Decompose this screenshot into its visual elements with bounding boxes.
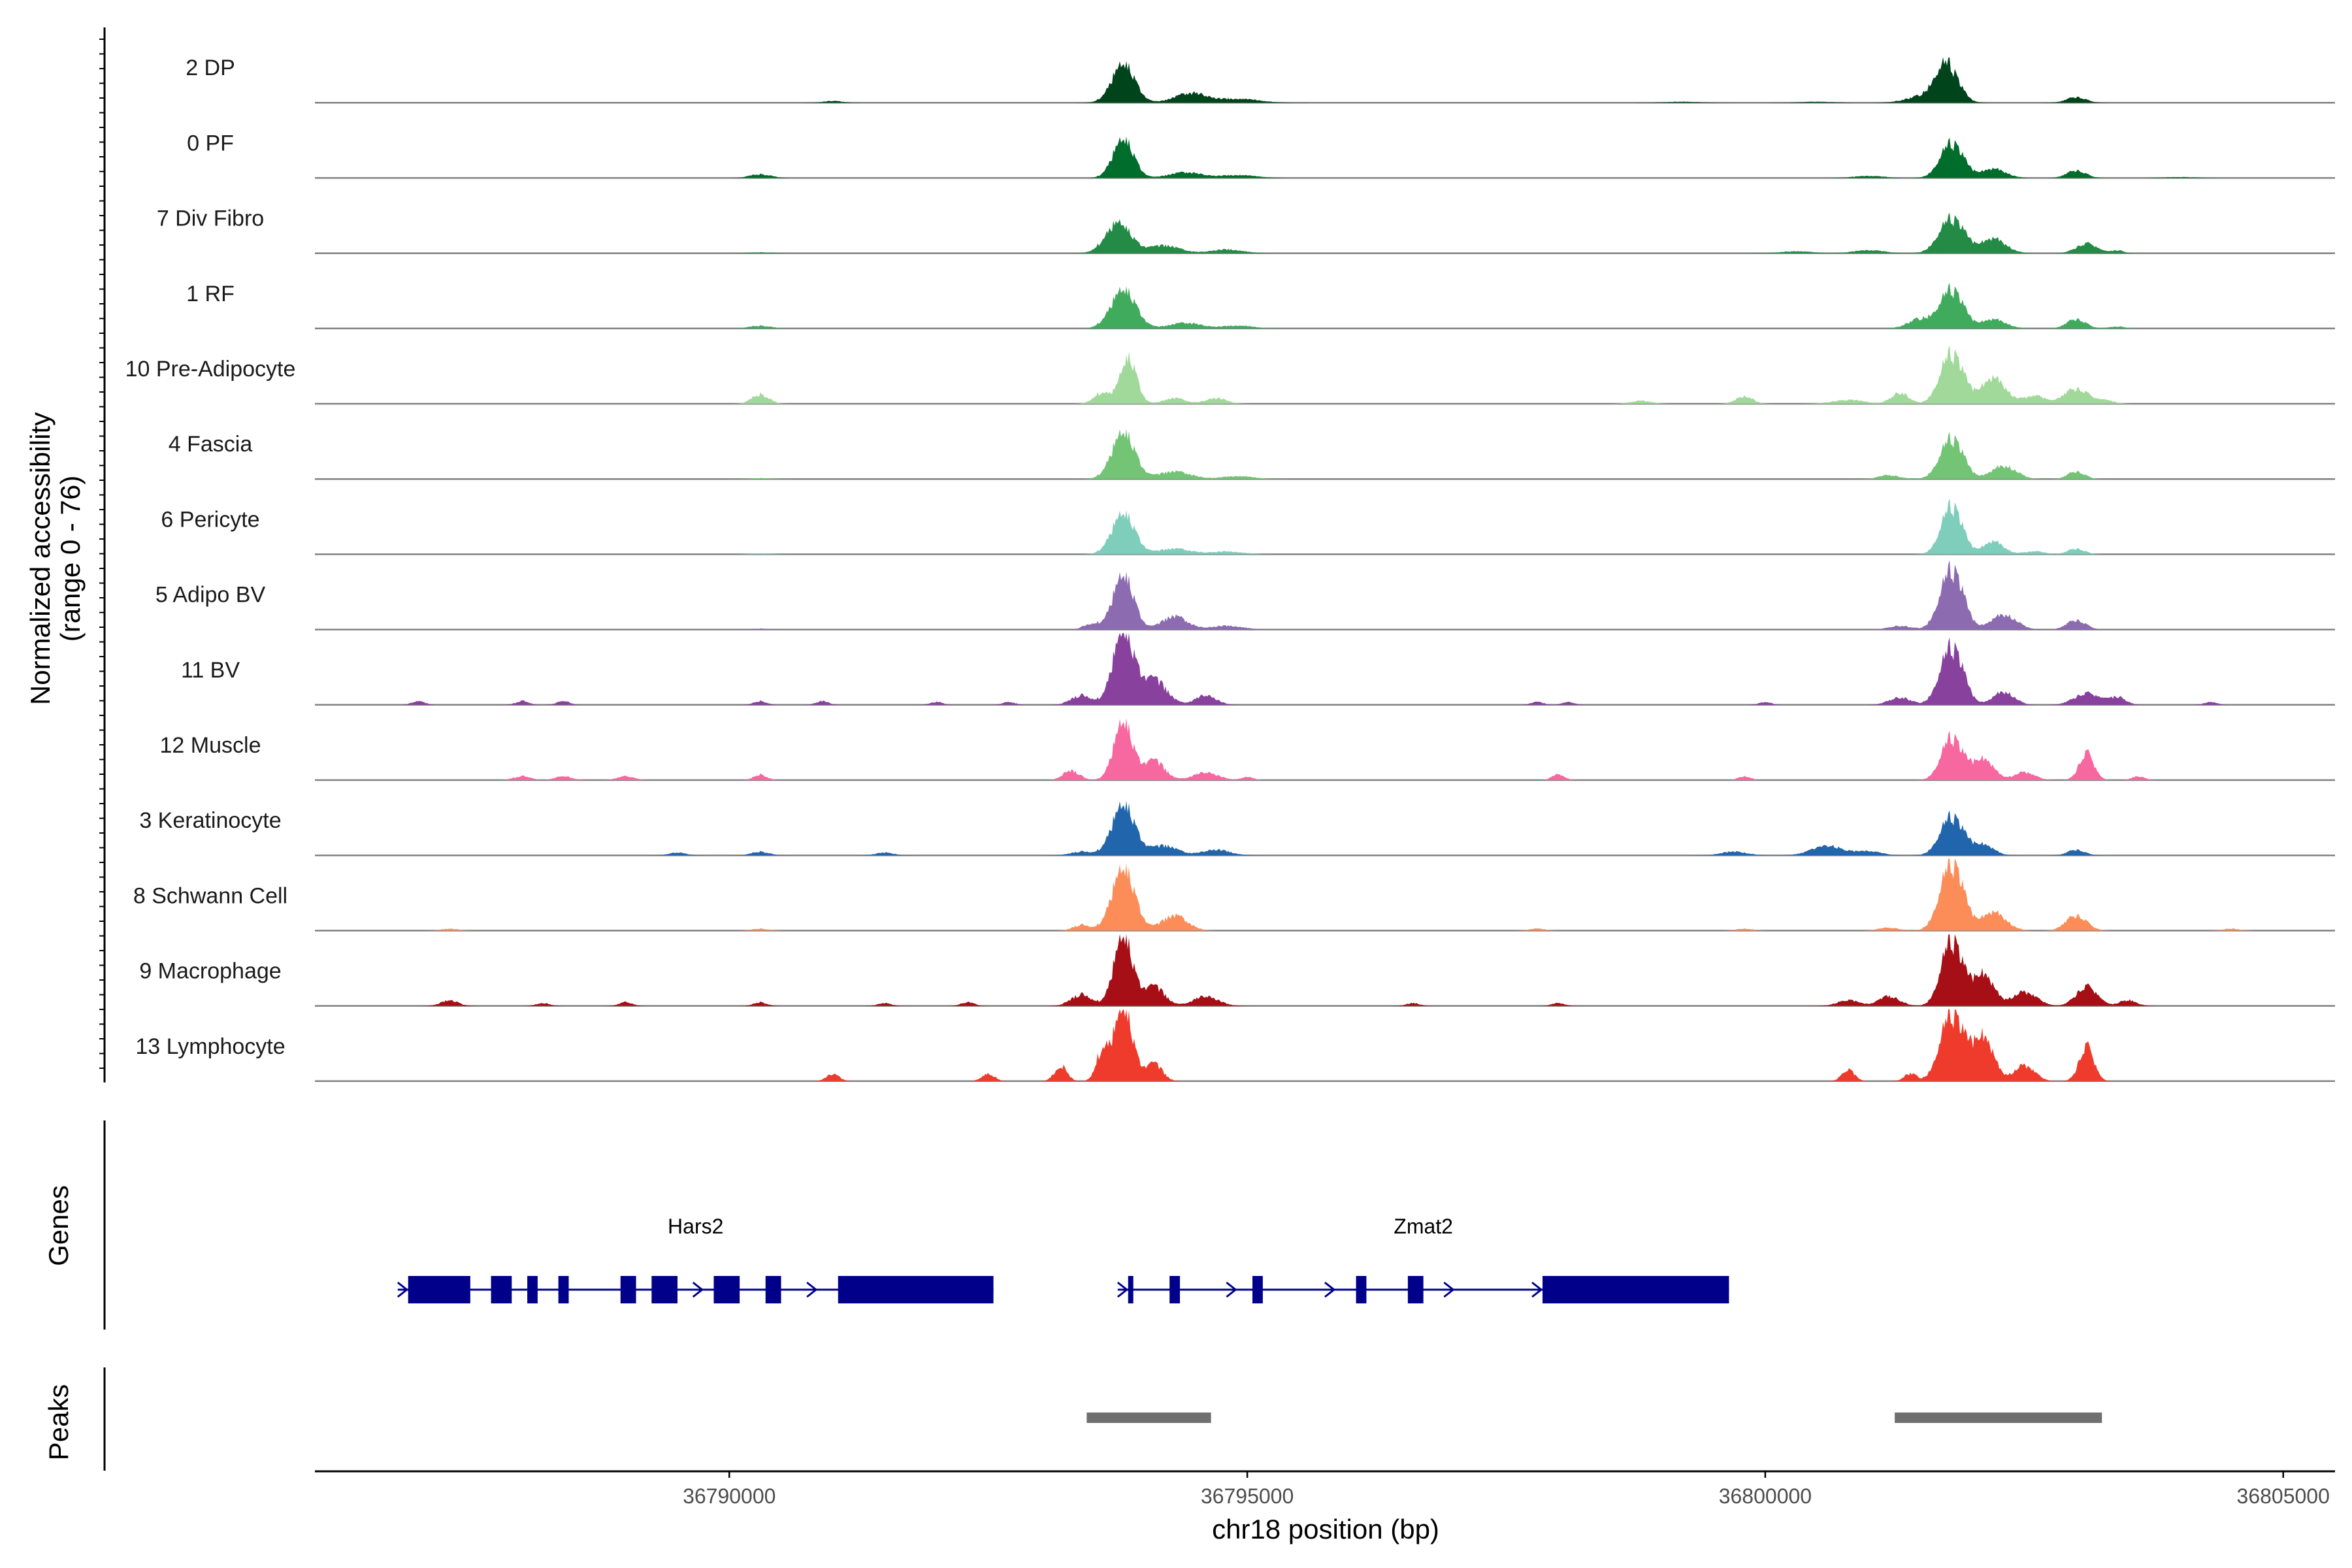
track-2-dp: 2 DP [186, 56, 2335, 104]
track-label: 7 Div Fibro [157, 206, 264, 231]
exon [620, 1276, 636, 1303]
track-label: 8 Schwann Cell [133, 883, 287, 908]
track-4-fascia: 4 Fascia [169, 429, 2335, 480]
coverage-area [315, 282, 2335, 329]
track-3-keratinocyte: 3 Keratinocyte [139, 800, 2335, 857]
track-label: 9 Macrophage [139, 959, 281, 984]
strand-arrow-icon [1324, 1281, 1336, 1298]
track-1-rf: 1 RF [186, 282, 2335, 330]
gene-zmat2: Zmat2 [1117, 1215, 1729, 1303]
exon [651, 1276, 678, 1303]
exon [1407, 1276, 1424, 1303]
exon [1252, 1276, 1263, 1303]
track-8-schwann-cell: 8 Schwann Cell [133, 858, 2335, 932]
strand-arrow-icon [397, 1281, 409, 1298]
track-10-pre-adipocyte: 10 Pre-Adipocyte [125, 345, 2335, 405]
coverage-area [315, 429, 2335, 480]
track-6-pericyte: 6 Pericyte [161, 498, 2335, 555]
gene-hars2: Hars2 [397, 1215, 994, 1303]
track-13-lymphocyte: 13 Lymphocyte [135, 1009, 2335, 1083]
exon [558, 1276, 569, 1303]
strand-arrow-icon [692, 1281, 704, 1298]
coverage-area [315, 498, 2335, 555]
track-12-muscle: 12 Muscle [160, 718, 2335, 781]
track-label: 3 Keratinocyte [139, 808, 281, 833]
exon [765, 1276, 781, 1303]
track-label: 4 Fascia [169, 432, 253, 457]
track-0-pf: 0 PF [187, 131, 2335, 179]
coverage-area [315, 800, 2335, 856]
strand-arrow-icon [1443, 1281, 1455, 1298]
coverage-area [315, 632, 2335, 705]
exon [838, 1276, 994, 1303]
track-5-adipo-bv: 5 Adipo BV [155, 560, 2335, 630]
exon [408, 1276, 470, 1303]
track-label: 13 Lymphocyte [135, 1034, 285, 1059]
exon [1169, 1276, 1181, 1303]
x-tick-label: 36800000 [1719, 1484, 1812, 1508]
peak-region [1895, 1413, 2102, 1423]
coverage-area [315, 136, 2335, 178]
peaks-track-label: Peaks [43, 1384, 74, 1461]
track-label: 12 Muscle [160, 733, 261, 758]
strand-arrow-icon [1117, 1281, 1129, 1298]
strand-arrow-icon [1531, 1281, 1543, 1298]
track-label: 1 RF [186, 282, 235, 306]
x-tick-label: 36790000 [683, 1484, 776, 1508]
coverage-area [315, 718, 2335, 780]
x-tick-label: 36795000 [1201, 1484, 1294, 1508]
x-axis: 36790000 36795000 36800000 36805000 [315, 1470, 2335, 1508]
coverage-area [315, 57, 2335, 103]
y-axis-label: Normalized accessibility [25, 412, 56, 705]
exon [527, 1276, 538, 1303]
gene-label: Zmat2 [1394, 1215, 1453, 1238]
coverage-area [315, 1009, 2335, 1081]
coverage-area [315, 858, 2335, 931]
exon [1542, 1276, 1729, 1303]
gene-label: Hars2 [668, 1215, 723, 1238]
peak-track [1086, 1413, 2102, 1423]
exon [1356, 1276, 1367, 1303]
coverage-tracks: 2 DP 0 PF 7 Div Fibro 1 RF 10 Pre-Adipocyte 4… [125, 56, 2335, 1083]
gene-track: Hars2 Zmat2 [397, 1215, 1729, 1303]
track-label: 5 Adipo BV [155, 583, 266, 608]
track-11-bv: 11 BV [181, 632, 2335, 706]
coverage-area [315, 560, 2335, 630]
exon [713, 1276, 740, 1303]
x-tick-label: 36805000 [2237, 1484, 2330, 1508]
track-label: 0 PF [187, 131, 234, 155]
left-axes [99, 27, 106, 1471]
coverage-area [315, 212, 2335, 253]
x-axis-label: chr18 position (bp) [1212, 1514, 1439, 1544]
strand-arrow-icon [1226, 1281, 1237, 1298]
track-label: 6 Pericyte [161, 507, 259, 532]
genes-track-label: Genes [43, 1185, 74, 1266]
track-7-div-fibro: 7 Div Fibro [157, 206, 2335, 254]
peak-region [1086, 1413, 1211, 1423]
strand-arrow-icon [806, 1281, 818, 1298]
track-label: 2 DP [186, 56, 235, 80]
coverage-area [315, 934, 2335, 1006]
track-9-macrophage: 9 Macrophage [139, 934, 2335, 1007]
coverage-area [315, 345, 2335, 404]
exon [1128, 1276, 1134, 1303]
track-label: 10 Pre-Adipocyte [125, 357, 296, 382]
track-label: 11 BV [181, 658, 240, 683]
exon [491, 1276, 512, 1303]
y-axis-range-label: (range 0 - 76) [55, 476, 86, 642]
